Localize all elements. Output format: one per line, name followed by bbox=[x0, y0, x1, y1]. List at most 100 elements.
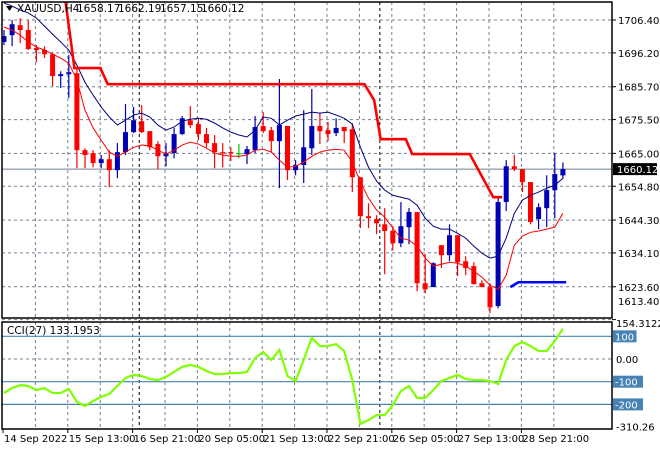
candle bbox=[42, 46, 47, 59]
candle-body bbox=[25, 30, 31, 50]
candle-body bbox=[390, 231, 396, 244]
candle-body bbox=[382, 224, 388, 232]
candle-body bbox=[374, 219, 380, 224]
main-plot-area bbox=[2, 2, 612, 314]
candle bbox=[503, 160, 509, 212]
candle bbox=[131, 107, 137, 134]
candle-body bbox=[90, 153, 96, 164]
price-tick-label: 1654.80 bbox=[618, 182, 659, 193]
time-tick-label: 16 Sep 21:00 bbox=[134, 434, 201, 445]
candle-body bbox=[33, 48, 39, 50]
moving-average-slow bbox=[3, 2, 564, 259]
candle-body bbox=[430, 263, 436, 288]
candle-body bbox=[447, 235, 452, 256]
time-tick-label: 14 Sep 2022 bbox=[4, 434, 67, 445]
candle bbox=[528, 182, 533, 225]
candle-body bbox=[471, 266, 477, 285]
symbol-label: XAUUSD,H4 bbox=[17, 3, 80, 15]
candle bbox=[301, 110, 307, 184]
candle-body bbox=[463, 261, 469, 269]
candle-body bbox=[528, 182, 533, 223]
chart-header: XAUUSD,H4 1658.17 1662.19 1657.15 1660.1… bbox=[6, 3, 244, 15]
candle-body bbox=[2, 36, 7, 42]
candle bbox=[228, 147, 234, 162]
candle-body bbox=[293, 164, 299, 171]
candle bbox=[487, 283, 493, 314]
trailing-stop-red bbox=[64, 2, 503, 199]
candle-body bbox=[82, 150, 88, 156]
moving-average-fast bbox=[3, 26, 564, 290]
candle bbox=[9, 20, 15, 47]
candle bbox=[260, 112, 266, 134]
price-tick-label: 1685.70 bbox=[618, 83, 659, 94]
time-tick-label: 20 Sep 05:00 bbox=[198, 434, 265, 445]
triangle-down-icon[interactable] bbox=[6, 6, 13, 11]
candle-body bbox=[552, 174, 558, 191]
candle bbox=[519, 169, 525, 193]
candle-body bbox=[341, 126, 347, 132]
candle bbox=[333, 118, 339, 137]
candle-body bbox=[187, 120, 193, 126]
candle-body bbox=[495, 202, 501, 307]
candle-body bbox=[139, 121, 145, 133]
cci-level-box bbox=[613, 375, 643, 388]
candle bbox=[560, 162, 566, 179]
candle bbox=[406, 208, 412, 245]
candle bbox=[179, 116, 185, 136]
candle-body bbox=[479, 283, 485, 288]
candle bbox=[447, 224, 452, 262]
time-tick-label: 22 Sep 21:00 bbox=[328, 434, 395, 445]
candle-body bbox=[349, 129, 355, 178]
candle-body bbox=[455, 235, 461, 263]
candle-body bbox=[414, 212, 420, 284]
price-tick-label: 1706.40 bbox=[618, 16, 659, 27]
candle bbox=[82, 148, 88, 169]
candle-body bbox=[487, 287, 493, 308]
candle-body bbox=[438, 245, 444, 256]
candle-body bbox=[357, 177, 363, 217]
candle bbox=[268, 126, 274, 153]
candle-body bbox=[260, 126, 266, 132]
candle bbox=[341, 126, 347, 144]
candle bbox=[187, 106, 193, 128]
candle bbox=[17, 18, 23, 44]
candle-body bbox=[317, 126, 323, 132]
cci-tick-label: 154.3122 bbox=[616, 319, 660, 330]
candle-body bbox=[17, 25, 23, 31]
candle bbox=[2, 30, 7, 46]
candle bbox=[74, 67, 80, 169]
cci-tick-label: 0.00 bbox=[616, 355, 638, 366]
candle bbox=[163, 143, 169, 167]
candle-body bbox=[422, 283, 428, 290]
candle bbox=[171, 127, 177, 159]
candle bbox=[90, 150, 96, 168]
candle bbox=[317, 113, 323, 145]
cci-panel-frame bbox=[1, 321, 613, 430]
candle bbox=[422, 254, 428, 294]
main-panel-frame bbox=[1, 1, 613, 319]
candle bbox=[114, 143, 120, 179]
candle-body bbox=[171, 134, 177, 154]
candle bbox=[276, 78, 282, 189]
close-value: 1660.12 bbox=[201, 3, 244, 15]
candle bbox=[366, 203, 371, 229]
price-tick-label: 1634.10 bbox=[618, 249, 659, 260]
candle bbox=[325, 122, 331, 142]
price-tick-label: 1665.00 bbox=[618, 149, 659, 160]
candle-body bbox=[228, 152, 234, 154]
time-tick-label: 15 Sep 13:00 bbox=[69, 434, 136, 445]
candle bbox=[414, 212, 420, 292]
candle bbox=[471, 262, 477, 285]
current-price-label: 1660.12 bbox=[617, 165, 658, 176]
candle bbox=[374, 215, 380, 235]
candle-body bbox=[163, 153, 169, 157]
cci-line bbox=[3, 328, 564, 426]
candle-body bbox=[511, 166, 517, 170]
candle-body bbox=[252, 126, 258, 151]
candle bbox=[544, 175, 550, 228]
candle-body bbox=[106, 159, 112, 171]
candle bbox=[309, 88, 315, 156]
candle bbox=[382, 208, 388, 275]
candle bbox=[25, 20, 31, 50]
